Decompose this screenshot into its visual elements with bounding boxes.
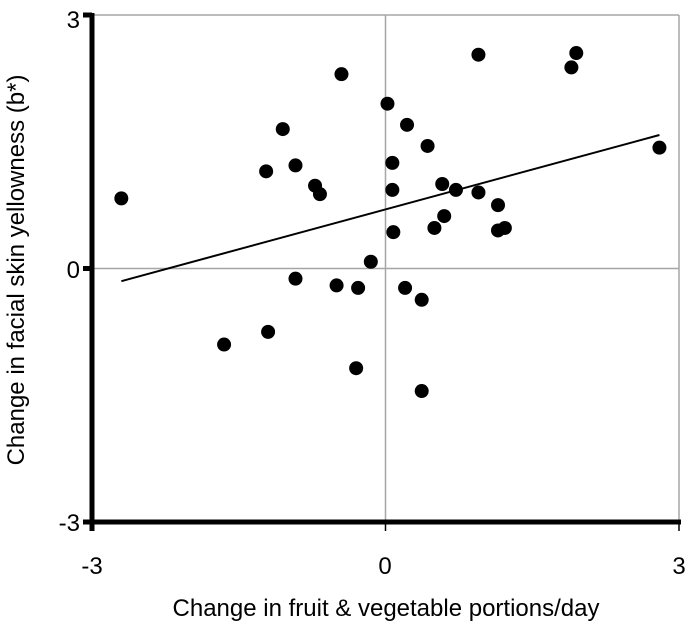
data-point-29 bbox=[491, 198, 506, 213]
data-point-22 bbox=[420, 138, 435, 153]
data-point-5 bbox=[288, 158, 303, 173]
x-tick-label-left: -3 bbox=[81, 553, 102, 580]
data-point-31 bbox=[497, 220, 512, 235]
y-tick-label-middle: 0 bbox=[67, 257, 80, 284]
data-point-8 bbox=[312, 187, 327, 202]
data-point-20 bbox=[414, 292, 429, 307]
x-tick-label-middle: 0 bbox=[378, 553, 391, 580]
data-point-0 bbox=[114, 191, 129, 206]
data-point-28 bbox=[471, 47, 486, 62]
grid-lines bbox=[92, 15, 679, 522]
data-point-17 bbox=[386, 225, 401, 240]
data-point-21 bbox=[414, 384, 429, 399]
data-point-10 bbox=[334, 67, 349, 82]
data-point-1 bbox=[217, 337, 232, 352]
data-point-11 bbox=[349, 361, 364, 376]
data-point-14 bbox=[380, 96, 395, 111]
data-point-23 bbox=[427, 220, 442, 235]
data-point-4 bbox=[275, 122, 290, 137]
y-tick-label-top: 3 bbox=[67, 7, 80, 34]
data-point-12 bbox=[351, 280, 366, 295]
data-point-24 bbox=[435, 177, 450, 191]
data-point-16 bbox=[385, 182, 400, 197]
tick-labels: 3 0 -3 -3 0 3 bbox=[59, 7, 686, 580]
data-point-2 bbox=[259, 164, 274, 179]
data-point-34 bbox=[652, 140, 667, 155]
data-point-32 bbox=[564, 60, 579, 75]
trendline bbox=[121, 134, 660, 283]
axes bbox=[83, 12, 681, 531]
data-point-13 bbox=[363, 254, 378, 269]
data-point-6 bbox=[288, 271, 303, 286]
data-point-25 bbox=[437, 209, 452, 224]
data-point-15 bbox=[385, 155, 400, 170]
y-tick-label-bottom: -3 bbox=[59, 510, 80, 537]
data-point-19 bbox=[400, 117, 415, 132]
data-point-33 bbox=[569, 46, 584, 61]
data-point-3 bbox=[261, 324, 276, 339]
data-points bbox=[114, 46, 667, 399]
y-axis-title: Change in facial skin yellowness (b*) bbox=[3, 75, 30, 466]
data-point-26 bbox=[448, 182, 463, 197]
data-point-27 bbox=[471, 185, 486, 200]
x-axis-title: Change in fruit & vegetable portions/day bbox=[173, 595, 600, 622]
x-tick-label-right: 3 bbox=[672, 553, 685, 580]
data-point-18 bbox=[398, 280, 413, 295]
data-point-9 bbox=[329, 278, 344, 293]
trendline-group bbox=[121, 134, 660, 283]
